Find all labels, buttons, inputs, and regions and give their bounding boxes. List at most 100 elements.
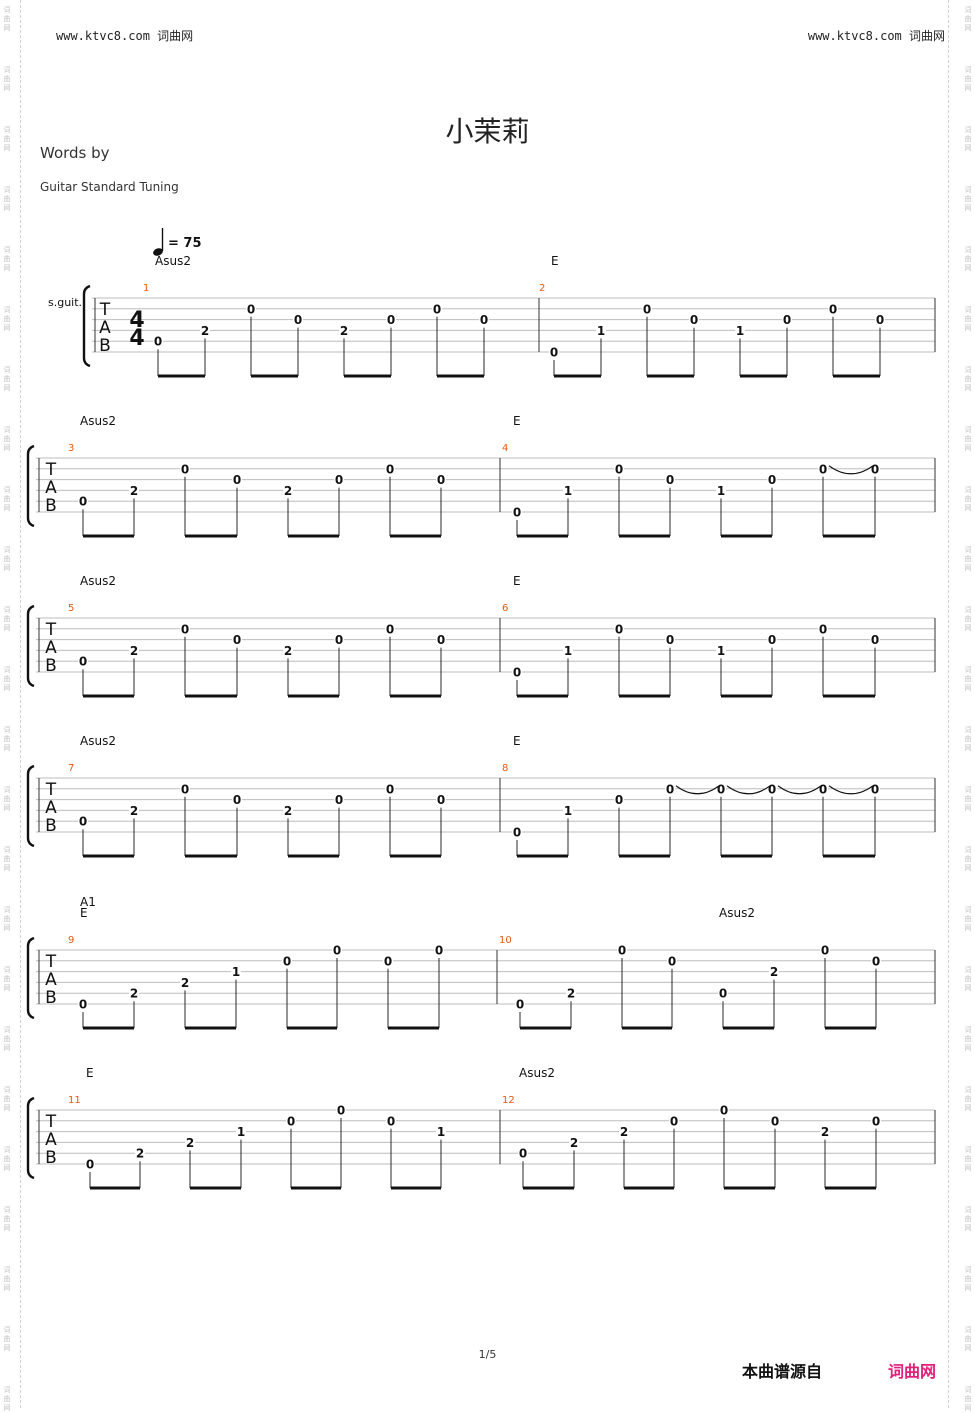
fret-bg [642, 301, 652, 314]
fret-bg [818, 461, 828, 474]
fret-number: 1 [232, 965, 240, 979]
fret-bg [619, 1124, 629, 1137]
fret-bg [232, 472, 242, 485]
fret-bg [767, 781, 777, 794]
fret-number: 0 [690, 313, 698, 327]
staff-bracket [26, 764, 35, 848]
fret-bg [614, 792, 624, 805]
measure-number: 11 [68, 1095, 81, 1106]
chord-name: E [551, 254, 559, 268]
fret-number: 0 [283, 954, 291, 968]
time-signature-bottom: 4 [129, 326, 144, 351]
staff-bracket [82, 284, 91, 368]
fret-number: 2 [620, 1125, 628, 1139]
watermark-text: 词曲网 [3, 426, 11, 452]
tab-clef-letter: T [45, 952, 57, 972]
fret-bg [767, 632, 777, 645]
watermark-text: 词曲网 [964, 186, 972, 212]
fret-bg [436, 1124, 446, 1137]
fret-bg [669, 1113, 679, 1126]
fret-number: 0 [768, 473, 776, 487]
fret-bg [665, 472, 675, 485]
tab-clef-letter: B [45, 816, 57, 836]
fret-number: 0 [871, 462, 879, 476]
fret-number: 1 [237, 1125, 245, 1139]
fret-bg [716, 643, 726, 656]
chord-name: Asus2 [719, 906, 755, 920]
fret-bg [386, 312, 396, 325]
watermark-text: 词曲网 [964, 126, 972, 152]
fret-bg [78, 494, 88, 507]
header-site-right[interactable]: www.ktvc8.com 词曲网 [807, 29, 945, 43]
fret-number: 0 [181, 462, 189, 476]
fret-number: 0 [437, 793, 445, 807]
fret-bg [828, 301, 838, 314]
watermark-text: 词曲网 [964, 306, 972, 332]
watermark-text: 词曲网 [3, 666, 11, 692]
fret-number: 2 [570, 1136, 578, 1150]
fret-number: 1 [564, 644, 572, 658]
fret-number: 0 [79, 495, 87, 509]
chord-name: Asus2 [155, 254, 191, 268]
fret-bg [549, 345, 559, 357]
header-site-left[interactable]: www.ktvc8.com 词曲网 [56, 29, 194, 43]
fret-bg [719, 1103, 729, 1115]
tab-clef-letter: A [45, 970, 57, 990]
fret-number: 0 [233, 473, 241, 487]
fret-bg [135, 1146, 145, 1159]
fret-bg [180, 975, 190, 988]
watermark-text: 词曲网 [3, 1086, 11, 1112]
tab-clef-letter: A [45, 1130, 57, 1150]
tab-clef-letter: T [45, 780, 57, 800]
fret-bg [718, 986, 728, 999]
fret-bg [334, 792, 344, 805]
watermark-text: 词曲网 [964, 366, 972, 392]
watermark-text: 词曲网 [3, 966, 11, 992]
fret-number: 0 [233, 633, 241, 647]
fret-number: 0 [433, 302, 441, 316]
watermark-text: 词曲网 [964, 546, 972, 572]
watermark-text: 词曲网 [964, 666, 972, 692]
fret-number: 0 [516, 998, 524, 1012]
measure-number: 10 [499, 935, 512, 946]
watermark-text: 词曲网 [3, 366, 11, 392]
fret-number: 1 [736, 324, 744, 338]
watermark-text: 词曲网 [964, 786, 972, 812]
margin-guide-right [948, 0, 949, 1408]
fret-number: 0 [666, 633, 674, 647]
fret-bg [385, 621, 395, 634]
fret-number: 0 [294, 313, 302, 327]
fret-number: 0 [768, 782, 776, 796]
fret-number: 0 [872, 954, 880, 968]
measure-number: 9 [68, 935, 74, 946]
fret-number: 0 [79, 998, 87, 1012]
fret-bg [735, 323, 745, 336]
fret-bg [665, 781, 675, 794]
watermark-text: 词曲网 [3, 1146, 11, 1172]
fret-number: 0 [513, 506, 521, 520]
watermark-text: 词曲网 [3, 486, 11, 512]
fret-bg [283, 803, 293, 816]
fret-number: 0 [437, 633, 445, 647]
fret-number: 0 [668, 954, 676, 968]
fret-bg [563, 483, 573, 496]
fret-number: 2 [821, 1125, 829, 1139]
fret-number: 0 [335, 473, 343, 487]
quarter-note-icon [153, 228, 164, 256]
fret-number: 2 [136, 1147, 144, 1161]
fret-bg [512, 505, 522, 517]
fret-number: 0 [435, 944, 443, 958]
tuning-label: Guitar Standard Tuning [40, 180, 179, 194]
fret-number: 0 [829, 302, 837, 316]
watermark-text: 词曲网 [964, 1146, 972, 1172]
measure-number: 2 [539, 283, 545, 294]
fret-number: 0 [480, 313, 488, 327]
fret-bg [818, 621, 828, 634]
fret-number: 0 [872, 1114, 880, 1128]
fret-bg [339, 323, 349, 336]
footer-source-text: 本曲谱源自 [742, 1362, 823, 1381]
fret-bg [129, 803, 139, 816]
watermark-text: 词曲网 [964, 6, 972, 32]
fret-bg [518, 1146, 528, 1159]
footer-site-link[interactable]: 词曲网 [888, 1362, 937, 1381]
